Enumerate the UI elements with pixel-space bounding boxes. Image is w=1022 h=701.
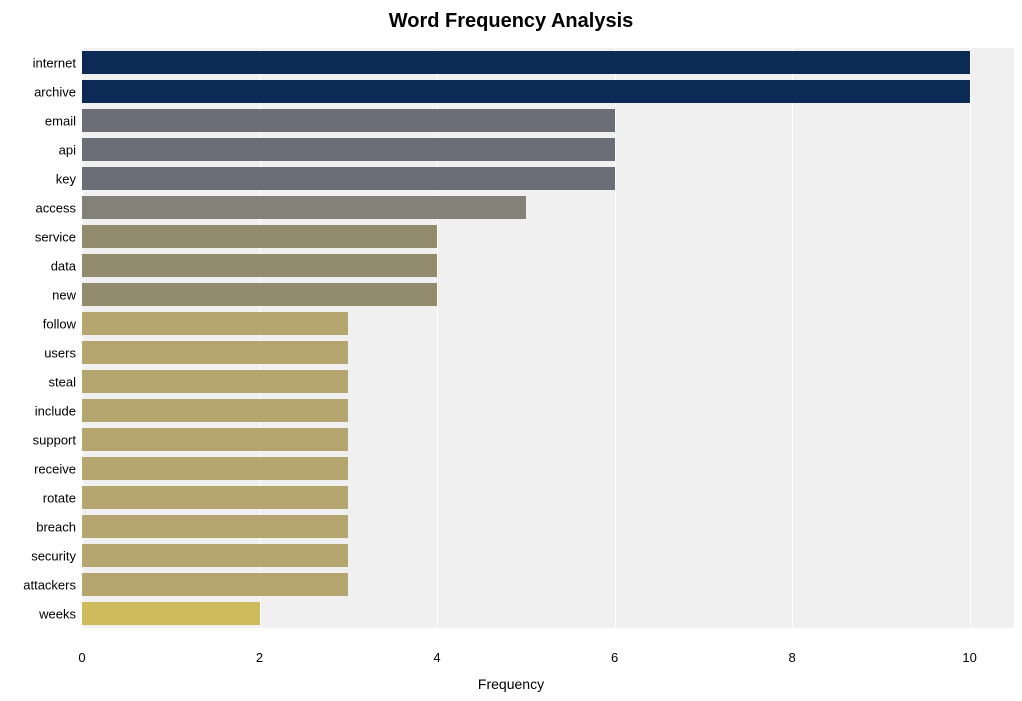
bar [82, 602, 260, 625]
y-tick-label: access [36, 200, 82, 215]
bar [82, 196, 526, 219]
y-tick-label: security [31, 548, 82, 563]
y-tick-label: internet [33, 55, 82, 70]
y-tick-label: archive [34, 84, 82, 99]
y-tick-label: rotate [43, 490, 82, 505]
y-tick-label: users [44, 345, 82, 360]
bar [82, 544, 348, 567]
bar [82, 80, 970, 103]
bar [82, 138, 615, 161]
bar [82, 428, 348, 451]
bar [82, 312, 348, 335]
y-tick-label: include [35, 403, 82, 418]
y-tick-label: receive [34, 461, 82, 476]
bar [82, 51, 970, 74]
x-tick-label: 0 [78, 640, 85, 665]
x-tick-label: 6 [611, 640, 618, 665]
x-tick-label: 4 [433, 640, 440, 665]
bar [82, 341, 348, 364]
y-tick-label: support [33, 432, 82, 447]
bar [82, 109, 615, 132]
x-tick-label: 8 [788, 640, 795, 665]
bar [82, 457, 348, 480]
bar [82, 254, 437, 277]
bar [82, 399, 348, 422]
y-tick-label: breach [36, 519, 82, 534]
y-tick-label: email [45, 113, 82, 128]
y-tick-label: new [52, 287, 82, 302]
bar [82, 167, 615, 190]
x-tick-label: 2 [256, 640, 263, 665]
bar [82, 515, 348, 538]
bar [82, 573, 348, 596]
y-tick-label: follow [43, 316, 82, 331]
plot-area: internetarchiveemailapikeyaccessserviced… [82, 36, 1014, 640]
y-tick-label: weeks [39, 606, 82, 621]
y-tick-label: service [35, 229, 82, 244]
y-tick-label: key [56, 171, 82, 186]
y-tick-label: attackers [23, 577, 82, 592]
gridline [970, 36, 971, 640]
y-tick-label: steal [49, 374, 82, 389]
bar [82, 283, 437, 306]
bar [82, 225, 437, 248]
y-tick-label: data [51, 258, 82, 273]
x-axis-title: Frequency [0, 676, 1022, 692]
chart-title: Word Frequency Analysis [0, 10, 1022, 33]
gridline [792, 36, 793, 640]
y-tick-label: api [59, 142, 82, 157]
gridline [615, 36, 616, 640]
x-tick-label: 10 [962, 640, 976, 665]
bar [82, 486, 348, 509]
bar [82, 370, 348, 393]
chart-container: Word Frequency Analysis internetarchivee… [0, 0, 1022, 701]
